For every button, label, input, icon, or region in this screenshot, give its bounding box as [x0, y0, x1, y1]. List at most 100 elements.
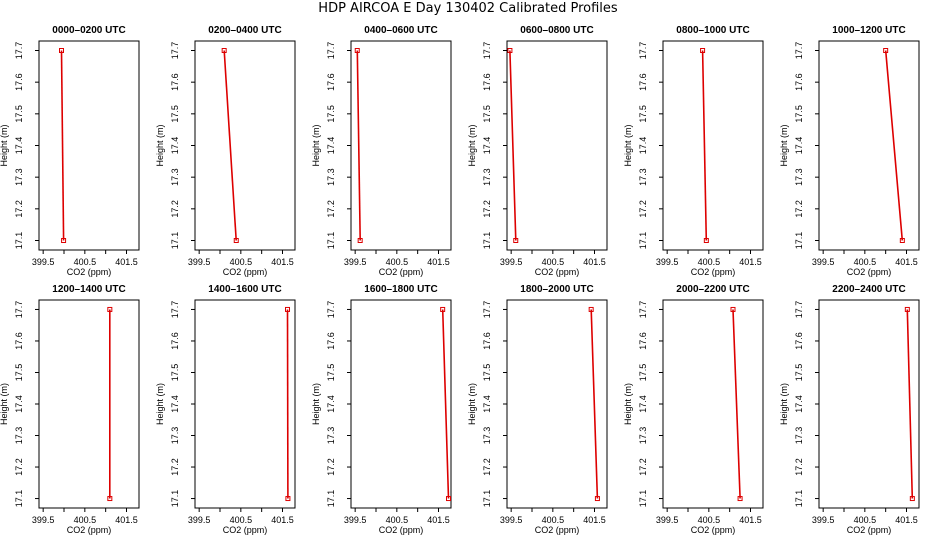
y-tick-label: 17.7 [14, 301, 24, 319]
y-tick-label: 17.1 [170, 490, 180, 508]
y-tick-label: 17.5 [794, 364, 804, 382]
panel-title: 2000–2200 UTC [676, 284, 749, 295]
y-tick-label: 17.7 [794, 301, 804, 319]
x-axis-label: CO2 (ppm) [223, 267, 268, 277]
y-tick-label: 17.6 [638, 73, 648, 91]
y-tick-label: 17.3 [14, 427, 24, 445]
y-tick-label: 17.1 [326, 232, 336, 250]
y-tick-label: 17.2 [482, 458, 492, 476]
y-tick-label: 17.3 [638, 427, 648, 445]
y-tick-label: 17.3 [794, 427, 804, 445]
data-point [61, 238, 67, 243]
x-tick-label: 401.5 [583, 515, 606, 525]
y-tick-label: 17.1 [794, 490, 804, 508]
y-tick-label: 17.2 [326, 200, 336, 218]
y-tick-label: 17.6 [170, 73, 180, 91]
y-axis-label: Height (m) [0, 124, 9, 166]
x-tick-label: 400.5 [386, 257, 409, 267]
x-tick-label: 401.5 [739, 515, 762, 525]
x-tick-label: 401.5 [739, 257, 762, 267]
panel-title: 1200–1400 UTC [52, 284, 125, 295]
y-tick-label: 17.4 [14, 395, 24, 413]
profile-line [906, 309, 914, 499]
y-axis-label: Height (m) [155, 383, 165, 425]
data-point [446, 496, 451, 502]
x-axis-label: CO2 (ppm) [847, 267, 892, 277]
y-tick-label: 17.1 [794, 232, 804, 250]
data-point [354, 48, 360, 53]
x-tick-label: 400.5 [386, 515, 409, 525]
x-tick-label: 399.5 [500, 515, 523, 525]
x-axis-label: CO2 (ppm) [691, 267, 736, 277]
y-tick-label: 17.6 [482, 73, 492, 91]
x-axis-label: CO2 (ppm) [379, 267, 424, 277]
y-axis-label: Height (m) [623, 124, 633, 166]
x-tick-label: 399.5 [812, 257, 835, 267]
y-tick-label: 17.6 [326, 332, 336, 350]
panel-6: 1000–1200 UTC 399.5 400.5 401.5 17.1 17.2 17.3… [779, 25, 920, 277]
y-tick-label: 17.1 [482, 232, 492, 250]
y-tick-label: 17.6 [794, 73, 804, 91]
y-tick-label: 17.2 [482, 200, 492, 218]
plot-frame [506, 40, 608, 251]
y-tick-label: 17.3 [326, 168, 336, 186]
data-point [909, 496, 915, 502]
data-point [730, 306, 736, 312]
y-tick-label: 17.6 [14, 332, 24, 350]
y-tick-label: 17.3 [794, 168, 804, 186]
profile-line [509, 50, 517, 241]
panel-title: 2200–2400 UTC [832, 284, 905, 295]
x-axis-label: CO2 (ppm) [691, 525, 736, 535]
x-axis-label: CO2 (ppm) [847, 525, 892, 535]
y-tick-label: 17.5 [170, 105, 180, 123]
y-tick-label: 17.1 [638, 232, 648, 250]
y-tick-label: 17.1 [482, 490, 492, 508]
x-tick-label: 400.5 [230, 515, 253, 525]
y-tick-label: 17.5 [794, 105, 804, 123]
y-tick-label: 17.6 [794, 332, 804, 350]
y-tick-label: 17.4 [14, 137, 24, 155]
panel-11: 2000–2200 UTC 399.5 400.5 401.5 17.1 17.2 17.3… [623, 284, 764, 535]
profile-line [732, 309, 741, 499]
profile-line [701, 50, 708, 241]
panel-9: 1600–1800 UTC 399.5 400.5 401.5 17.1 17.2 17.3… [311, 284, 452, 535]
x-tick-label: 401.5 [115, 257, 138, 267]
y-axis-label: Height (m) [779, 124, 789, 166]
y-tick-label: 17.5 [14, 364, 24, 382]
panel-2: 0200–0400 UTC 399.5 400.5 401.5 17.1 17.2 17.3… [155, 25, 296, 277]
y-tick-label: 17.7 [638, 301, 648, 319]
x-tick-label: 400.5 [854, 515, 877, 525]
data-point [107, 496, 113, 502]
panel-title: 1600–1800 UTC [364, 284, 437, 295]
profile-line [356, 50, 361, 241]
x-tick-label: 401.5 [427, 257, 450, 267]
y-tick-label: 17.4 [170, 395, 180, 413]
plot-frame [662, 299, 764, 509]
panel-3: 0400–0600 UTC 399.5 400.5 401.5 17.1 17.2 17.3… [311, 25, 452, 277]
y-tick-label: 17.1 [170, 232, 180, 250]
x-tick-label: 399.5 [188, 257, 211, 267]
data-point [737, 496, 743, 502]
x-tick-label: 401.5 [583, 257, 606, 267]
y-tick-label: 17.7 [482, 42, 492, 60]
y-tick-label: 17.7 [638, 42, 648, 60]
plot-frame [818, 299, 920, 509]
plot-frame [818, 40, 920, 251]
y-tick-label: 17.2 [326, 458, 336, 476]
profile-line [884, 50, 904, 241]
x-axis-label: CO2 (ppm) [535, 267, 580, 277]
y-tick-label: 17.2 [794, 200, 804, 218]
profile-line [590, 309, 599, 499]
y-axis-label: Height (m) [623, 383, 633, 425]
data-point [904, 306, 910, 312]
panel-8: 1400–1600 UTC 399.5 400.5 401.5 17.1 17.2 17.3… [155, 284, 296, 535]
y-tick-label: 17.1 [14, 232, 24, 250]
y-tick-label: 17.4 [794, 395, 804, 413]
panel-12: 2200–2400 UTC 399.5 400.5 401.5 17.1 17.2 17.3… [779, 284, 920, 535]
y-tick-label: 17.1 [14, 490, 24, 508]
data-point [285, 306, 290, 312]
y-tick-label: 17.3 [14, 168, 24, 186]
x-tick-label: 401.5 [895, 515, 918, 525]
plot-frame [194, 299, 296, 509]
